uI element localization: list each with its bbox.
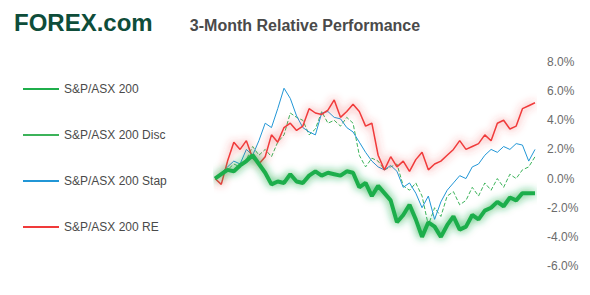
svg-text:0.0%: 0.0% — [547, 172, 575, 186]
svg-text:-6.0%: -6.0% — [547, 259, 579, 273]
svg-text:S&P/ASX 200: S&P/ASX 200 — [64, 82, 139, 96]
svg-text:FOREX.com: FOREX.com — [14, 9, 153, 36]
svg-text:S&P/ASX 200 Disc: S&P/ASX 200 Disc — [64, 128, 165, 142]
svg-text:3-Month Relative Performance: 3-Month Relative Performance — [190, 17, 420, 34]
svg-text:4.0%: 4.0% — [547, 113, 575, 127]
svg-text:-2.0%: -2.0% — [547, 201, 579, 215]
svg-text:8.0%: 8.0% — [547, 55, 575, 69]
svg-text:2.0%: 2.0% — [547, 142, 575, 156]
svg-text:-4.0%: -4.0% — [547, 230, 579, 244]
svg-text:S&P/ASX 200 Stap: S&P/ASX 200 Stap — [64, 174, 167, 188]
svg-text:6.0%: 6.0% — [547, 84, 575, 98]
svg-text:S&P/ASX 200 RE: S&P/ASX 200 RE — [64, 220, 159, 234]
